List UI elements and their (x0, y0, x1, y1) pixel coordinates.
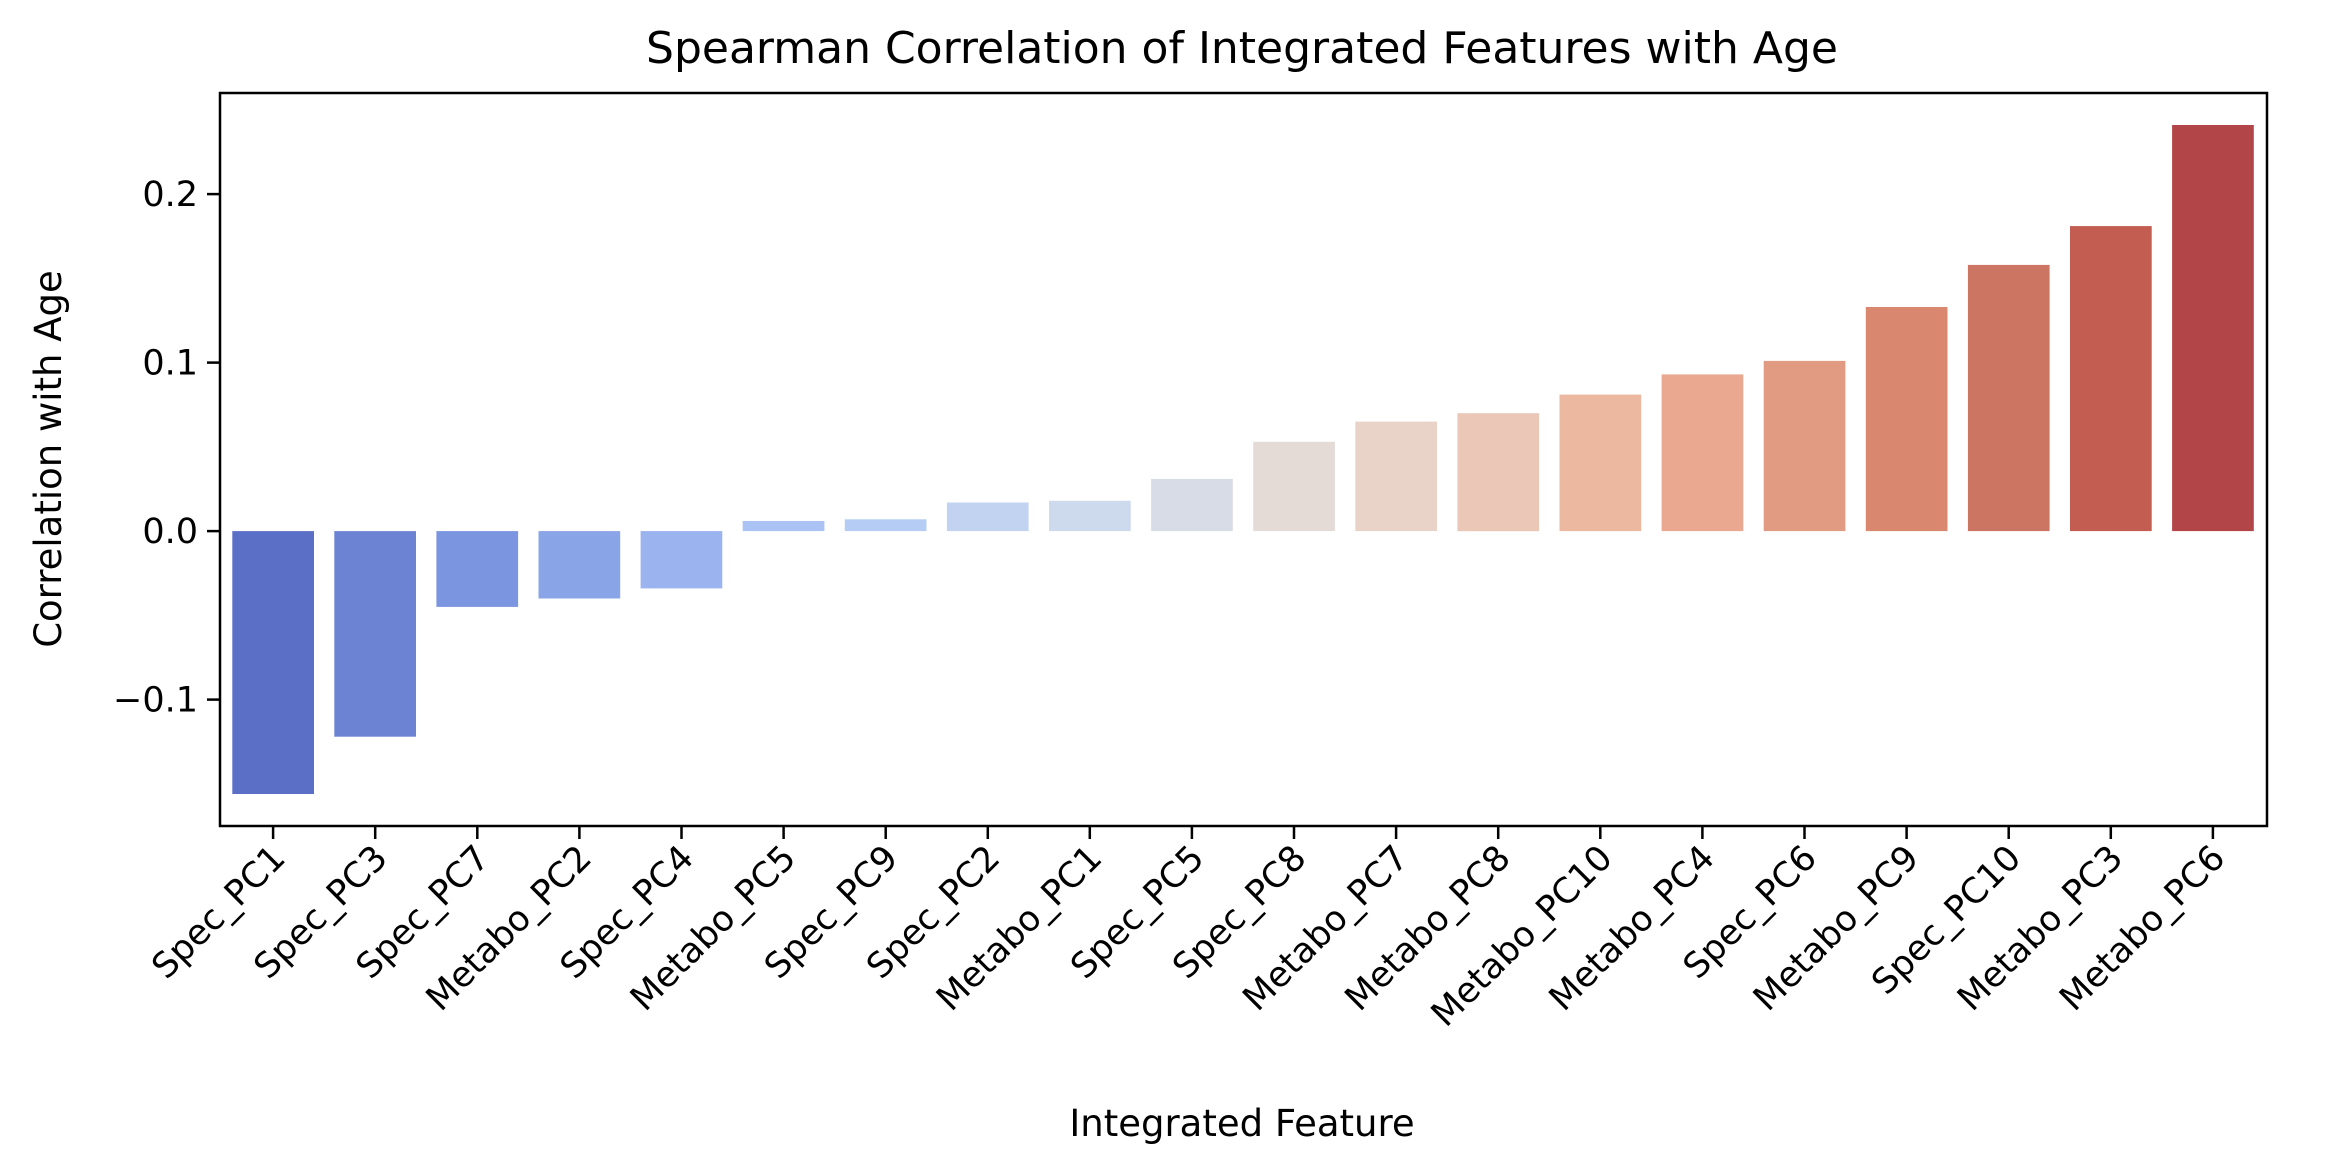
bar-spec-pc4 (640, 531, 723, 589)
bar-spec-pc7 (436, 531, 519, 607)
bar-spec-pc1 (232, 531, 314, 794)
plot-frame (218, 91, 2269, 828)
x-axis-label: Integrated Feature (1069, 1102, 1414, 1145)
bar-spec-pc8 (1253, 441, 1335, 532)
y-axis-label: Correlation with Age (27, 270, 70, 648)
x-axis: Spec_PC1Spec_PC3Spec_PC7Metabo_PC2Spec_P… (145, 826, 2233, 1035)
bar-metabo-pc10 (1559, 394, 1642, 532)
chart-title: Spearman Correlation of Integrated Featu… (646, 23, 1838, 74)
x-tick-label: Metabo_PC10 (1424, 838, 1621, 1035)
y-tick-label: 0.2 (142, 175, 198, 215)
bar-spec-pc5 (1151, 478, 1233, 532)
bar-metabo-pc2 (538, 531, 621, 599)
bar-metabo-pc1 (1049, 500, 1131, 532)
bar-spec-pc3 (334, 531, 416, 737)
y-tick-label: 0.0 (142, 512, 198, 552)
y-tick-label: −0.1 (113, 681, 198, 721)
bar-spec-pc2 (946, 502, 1029, 532)
bar-metabo-pc5 (742, 521, 825, 532)
bar-metabo-pc7 (1355, 421, 1437, 532)
bar-spec-pc10 (1967, 264, 2050, 532)
bar-metabo-pc8 (1457, 413, 1540, 532)
bar-spec-pc9 (844, 519, 927, 532)
bar-spec-pc6 (1763, 360, 1846, 532)
bar-metabo-pc4 (1661, 374, 1744, 532)
bar-metabo-pc3 (2070, 226, 2152, 532)
y-axis: −0.1 0.0 0.1 0.2 (113, 175, 220, 721)
bar-metabo-pc6 (2172, 125, 2254, 532)
y-tick-label: 0.1 (142, 344, 198, 384)
bars (232, 125, 2254, 794)
bar-metabo-pc9 (1865, 307, 1948, 532)
